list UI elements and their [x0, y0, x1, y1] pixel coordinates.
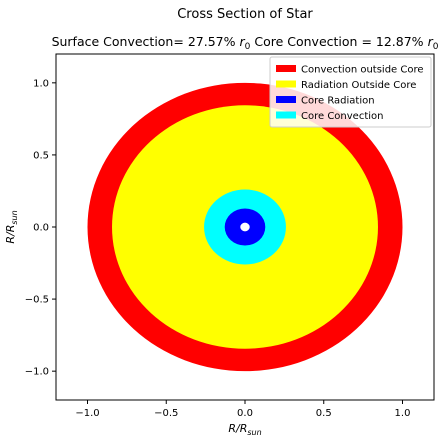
x-axis-label: R/Rsun — [228, 422, 261, 437]
y-tick-label: −1.0 — [25, 367, 49, 378]
x-axis-label-main: R/R — [228, 422, 247, 435]
y-tick-label: 0.5 — [33, 150, 49, 161]
y-tick-label: 1.0 — [33, 78, 49, 89]
legend-swatch — [276, 65, 296, 72]
x-tick-label: 0.0 — [237, 408, 253, 419]
r0-symbol: r — [239, 34, 245, 49]
y-axis-label-sub: sun — [10, 210, 19, 224]
legend-label: Core Convection — [301, 111, 384, 122]
y-tick-label: 0.0 — [33, 223, 49, 234]
x-tick-label: −1.0 — [75, 408, 99, 419]
y-axis-label-main: R/R — [4, 225, 17, 244]
x-tick-label: −0.5 — [154, 408, 178, 419]
legend-label: Radiation Outside Core — [301, 80, 416, 91]
core-convection-label: Core Convection = — [254, 34, 376, 49]
x-tick-label: 1.0 — [395, 408, 411, 419]
x-tick-label: 0.5 — [316, 408, 332, 419]
legend-label: Core Radiation — [301, 96, 375, 107]
ticks-layer: −1.0 −0.5 0.0 0.5 1.0 −1.0 −0.5 0.0 0.5 1.0 — [25, 78, 411, 419]
figure-suptitle: Cross Section of Star — [177, 7, 313, 22]
ring-center — [240, 222, 250, 232]
legend-swatch — [276, 96, 296, 103]
r0-symbol-2: r — [428, 34, 434, 49]
legend: Convection outside Core Radiation Outside… — [269, 56, 432, 128]
legend-swatch — [276, 111, 296, 119]
r0-subscript: 0 — [245, 42, 251, 52]
legend-label: Convection outside Core — [301, 65, 424, 76]
surface-convection-value: 27.57% — [188, 34, 236, 49]
legend-swatch — [276, 80, 296, 88]
y-axis-label: R/Rsun — [4, 210, 19, 243]
r0-subscript-2: 0 — [433, 42, 439, 52]
x-axis-label-sub: sun — [247, 428, 261, 437]
rings-layer — [87, 82, 403, 372]
y-tick-label: −0.5 — [25, 295, 49, 306]
legend-box — [269, 56, 432, 128]
axes-title: Surface Convection= 27.57% r0 Core Convect… — [52, 34, 439, 52]
core-convection-value: 12.87% — [376, 34, 424, 49]
surface-convection-label: Surface Convection= — [52, 34, 188, 49]
